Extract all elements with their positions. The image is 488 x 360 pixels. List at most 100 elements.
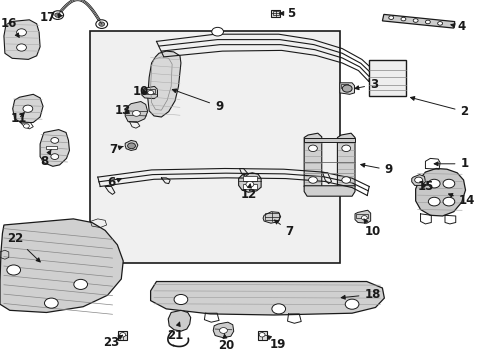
Text: 7: 7 — [274, 220, 293, 238]
Circle shape — [51, 154, 59, 159]
Circle shape — [361, 216, 366, 220]
Text: 16: 16 — [0, 17, 19, 37]
Text: 8: 8 — [40, 150, 51, 168]
Circle shape — [308, 177, 317, 183]
Circle shape — [271, 304, 285, 314]
Polygon shape — [238, 173, 261, 192]
Text: 19: 19 — [266, 336, 285, 351]
Circle shape — [55, 13, 61, 17]
Bar — [264, 213, 278, 220]
Circle shape — [442, 197, 454, 206]
Circle shape — [7, 265, 20, 275]
Polygon shape — [4, 20, 40, 59]
Polygon shape — [147, 51, 181, 117]
Text: 15: 15 — [416, 180, 433, 193]
Circle shape — [96, 20, 107, 28]
Bar — [118, 331, 127, 340]
Text: 12: 12 — [240, 184, 256, 201]
Circle shape — [17, 44, 26, 51]
Text: 9: 9 — [360, 163, 392, 176]
Circle shape — [427, 197, 439, 206]
Polygon shape — [150, 282, 384, 315]
Circle shape — [425, 20, 429, 24]
Bar — [143, 89, 155, 93]
Bar — [242, 176, 257, 181]
Circle shape — [345, 299, 358, 309]
Circle shape — [23, 105, 33, 112]
Text: 9: 9 — [172, 89, 223, 113]
Circle shape — [412, 19, 417, 22]
Circle shape — [174, 294, 187, 305]
Bar — [257, 331, 266, 340]
Polygon shape — [415, 168, 465, 216]
Polygon shape — [13, 94, 43, 123]
Circle shape — [341, 177, 350, 183]
Text: 18: 18 — [341, 288, 380, 301]
Polygon shape — [411, 175, 425, 185]
Text: 13: 13 — [115, 104, 131, 117]
Circle shape — [388, 16, 393, 19]
Bar — [271, 10, 280, 17]
Circle shape — [127, 143, 135, 149]
Text: 2: 2 — [410, 96, 468, 118]
Circle shape — [120, 333, 125, 337]
Circle shape — [74, 279, 87, 289]
Text: 23: 23 — [103, 335, 122, 349]
Circle shape — [442, 179, 454, 188]
Circle shape — [308, 145, 317, 152]
Polygon shape — [213, 322, 233, 338]
Polygon shape — [337, 133, 354, 191]
Text: 7: 7 — [109, 143, 123, 156]
Circle shape — [211, 27, 223, 36]
Polygon shape — [339, 83, 354, 94]
Circle shape — [414, 177, 422, 183]
Text: 3: 3 — [354, 78, 377, 91]
Text: 4: 4 — [450, 21, 465, 33]
Bar — [242, 184, 257, 189]
Bar — [272, 11, 278, 15]
Polygon shape — [142, 86, 157, 99]
Polygon shape — [263, 212, 280, 223]
Text: 10: 10 — [132, 85, 149, 98]
Bar — [356, 214, 367, 218]
Polygon shape — [125, 140, 138, 150]
Circle shape — [52, 11, 63, 19]
Polygon shape — [304, 186, 354, 196]
Bar — [340, 84, 347, 88]
Circle shape — [219, 328, 227, 333]
Text: 17: 17 — [40, 11, 62, 24]
Text: 11: 11 — [10, 112, 27, 125]
Circle shape — [400, 17, 405, 21]
Circle shape — [51, 138, 59, 143]
Polygon shape — [304, 133, 321, 191]
Text: 22: 22 — [7, 232, 40, 262]
Circle shape — [147, 90, 153, 95]
Circle shape — [99, 22, 104, 26]
Circle shape — [44, 298, 58, 308]
Bar — [368, 60, 405, 96]
Circle shape — [427, 179, 439, 188]
Text: 21: 21 — [166, 322, 183, 342]
Text: 5: 5 — [279, 7, 294, 20]
Circle shape — [245, 181, 253, 187]
Circle shape — [17, 29, 26, 36]
Polygon shape — [382, 14, 454, 28]
Text: 1: 1 — [433, 157, 468, 170]
Circle shape — [437, 22, 442, 25]
Polygon shape — [168, 310, 190, 331]
Circle shape — [342, 85, 351, 92]
Circle shape — [341, 145, 350, 152]
Text: 20: 20 — [217, 334, 234, 352]
Text: 6: 6 — [107, 176, 121, 189]
Circle shape — [132, 111, 140, 116]
Text: 10: 10 — [363, 219, 380, 238]
Polygon shape — [304, 138, 354, 142]
Polygon shape — [354, 210, 370, 223]
Text: 14: 14 — [447, 194, 474, 207]
Bar — [90, 31, 339, 263]
Circle shape — [259, 333, 264, 337]
Bar — [46, 146, 57, 149]
Polygon shape — [0, 219, 123, 312]
Polygon shape — [125, 102, 147, 122]
Polygon shape — [40, 130, 69, 166]
